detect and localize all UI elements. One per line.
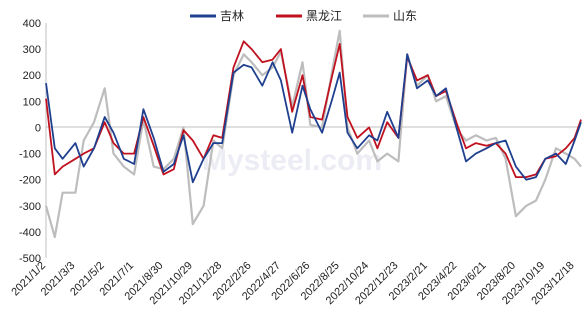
series-line-2 — [44, 29, 582, 239]
y-tick-label: -300 — [19, 201, 41, 213]
y-tick-label: -400 — [19, 227, 41, 239]
y-tick-label: 300 — [23, 44, 41, 56]
legend-label-2: 山东 — [393, 9, 417, 23]
y-axis-ticks: 400 300 200 100 0 -100 -200 -300 -400 -500 — [19, 18, 41, 265]
y-tick-label: 400 — [23, 18, 41, 30]
y-tick-label: 200 — [23, 70, 41, 82]
y-tick-label: 100 — [23, 96, 41, 108]
x-axis-ticks: 2021/1/22021/3/32021/5/22021/7/12021/8/3… — [9, 260, 576, 307]
legend: 吉林 黑龙江 山东 — [190, 9, 417, 23]
series-line-0 — [45, 53, 582, 184]
y-tick-label: -100 — [19, 149, 41, 161]
y-tick-label: -500 — [19, 253, 41, 265]
y-tick-label: -200 — [19, 175, 41, 187]
y-tick-label: 0 — [35, 122, 41, 134]
legend-label-0: 吉林 — [220, 9, 244, 23]
series-lines — [44, 29, 582, 239]
legend-label-1: 黑龙江 — [306, 9, 342, 23]
watermark: Mysteel.com — [202, 144, 382, 177]
